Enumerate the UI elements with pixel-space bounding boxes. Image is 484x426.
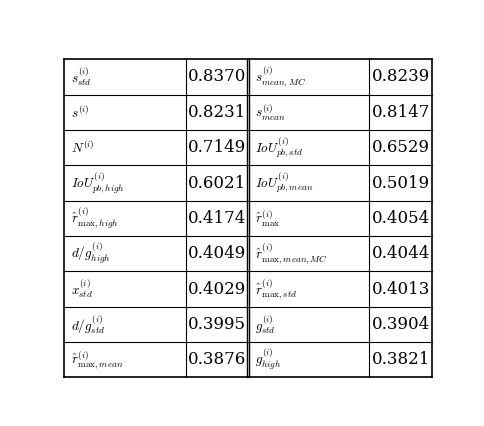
Text: 0.4044: 0.4044 bbox=[371, 245, 430, 262]
Text: $\hat{r}_{\mathrm{max},mean,MC}^{(i)}$: $\hat{r}_{\mathrm{max},mean,MC}^{(i)}$ bbox=[255, 242, 328, 266]
Text: $s^{(i)}$: $s^{(i)}$ bbox=[71, 104, 90, 121]
Text: $N^{(i)}$: $N^{(i)}$ bbox=[71, 139, 94, 156]
Text: 0.6529: 0.6529 bbox=[372, 139, 430, 156]
Text: $s_{mean,MC}^{(i)}$: $s_{mean,MC}^{(i)}$ bbox=[255, 65, 306, 89]
Text: $d/g_{high}^{(i)}$: $d/g_{high}^{(i)}$ bbox=[71, 241, 111, 266]
Text: $IoU_{pb,std}^{(i)}$: $IoU_{pb,std}^{(i)}$ bbox=[255, 135, 303, 160]
Text: 0.8239: 0.8239 bbox=[372, 69, 430, 86]
Text: 0.4029: 0.4029 bbox=[188, 281, 246, 298]
Text: 0.3904: 0.3904 bbox=[372, 316, 430, 333]
Text: $IoU_{pb,high}^{(i)}$: $IoU_{pb,high}^{(i)}$ bbox=[71, 170, 125, 196]
Text: $\hat{r}_{\mathrm{max},std}^{(i)}$: $\hat{r}_{\mathrm{max},std}^{(i)}$ bbox=[255, 277, 297, 301]
Text: $\hat{r}_{\mathrm{max},high}^{(i)}$: $\hat{r}_{\mathrm{max},high}^{(i)}$ bbox=[71, 206, 119, 231]
Text: 0.3876: 0.3876 bbox=[188, 351, 246, 368]
Text: $\hat{r}_{\mathrm{max},mean}^{(i)}$: $\hat{r}_{\mathrm{max},mean}^{(i)}$ bbox=[71, 349, 123, 371]
Text: 0.3821: 0.3821 bbox=[371, 351, 430, 368]
Text: 0.8370: 0.8370 bbox=[188, 69, 246, 86]
Text: 0.3995: 0.3995 bbox=[188, 316, 246, 333]
Text: 0.4174: 0.4174 bbox=[188, 210, 246, 227]
Text: 0.6021: 0.6021 bbox=[188, 175, 246, 192]
Text: 0.5019: 0.5019 bbox=[372, 175, 430, 192]
Text: 0.4054: 0.4054 bbox=[372, 210, 430, 227]
Text: $g_{high}^{(i)}$: $g_{high}^{(i)}$ bbox=[255, 347, 281, 372]
Text: $\hat{r}_{\mathrm{max}}^{(i)}$: $\hat{r}_{\mathrm{max}}^{(i)}$ bbox=[255, 208, 280, 229]
Text: $d/g_{std}^{(i)}$: $d/g_{std}^{(i)}$ bbox=[71, 313, 105, 336]
Text: 0.4049: 0.4049 bbox=[188, 245, 246, 262]
Text: $g_{std}^{(i)}$: $g_{std}^{(i)}$ bbox=[255, 313, 275, 336]
Text: $s_{std}^{(i)}$: $s_{std}^{(i)}$ bbox=[71, 66, 91, 88]
Text: 0.4013: 0.4013 bbox=[371, 281, 430, 298]
Text: 0.7149: 0.7149 bbox=[188, 139, 246, 156]
Text: $IoU_{pb,mean}^{(i)}$: $IoU_{pb,mean}^{(i)}$ bbox=[255, 171, 313, 195]
Text: 0.8231: 0.8231 bbox=[188, 104, 246, 121]
Text: $x_{std}^{(i)}$: $x_{std}^{(i)}$ bbox=[71, 278, 93, 300]
Text: 0.8147: 0.8147 bbox=[371, 104, 430, 121]
Text: $s_{mean}^{(i)}$: $s_{mean}^{(i)}$ bbox=[255, 102, 286, 123]
